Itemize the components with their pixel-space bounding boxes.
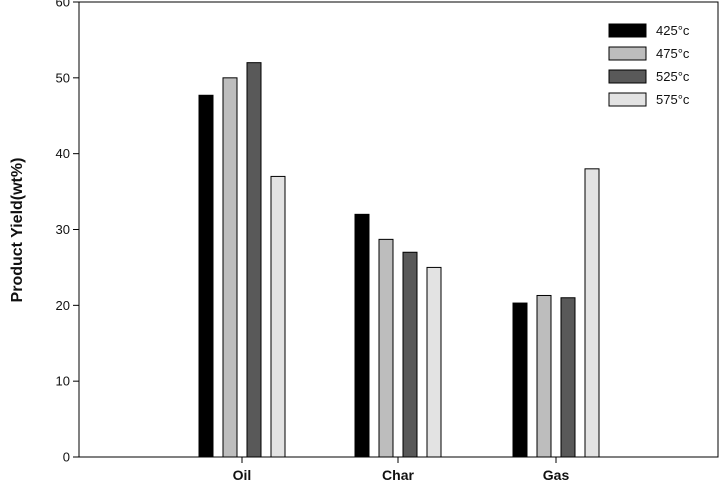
y-axis: 0 10 20 30 40 50 60 [56, 0, 79, 465]
x-category-label: Oil [233, 467, 252, 483]
legend-swatch [608, 23, 647, 38]
legend-label: 525°c [656, 69, 690, 84]
bar [246, 62, 262, 458]
y-tick-label: 10 [56, 374, 70, 389]
bar [198, 94, 214, 458]
legend-label: 425°c [656, 23, 690, 38]
bar [536, 294, 552, 458]
bar [270, 175, 286, 458]
legend-swatch [608, 92, 647, 107]
bar [402, 251, 418, 458]
bar [512, 302, 528, 458]
legend-swatch [608, 46, 647, 61]
legend-label: 575°c [656, 92, 690, 107]
y-tick-label: 0 [63, 450, 70, 465]
y-tick-label: 60 [56, 0, 70, 10]
y-tick-label: 50 [56, 70, 70, 85]
bar [560, 297, 576, 458]
y-axis-label: Product Yield(wt%) [9, 158, 26, 303]
y-tick-label: 20 [56, 298, 70, 313]
bar [354, 213, 370, 458]
bar [584, 168, 600, 458]
bar [426, 266, 442, 458]
bar [378, 238, 394, 458]
x-category-label: Char [382, 467, 414, 483]
y-tick-label: 40 [56, 146, 70, 161]
y-tick-label: 30 [56, 222, 70, 237]
legend: 425°c 475°c 525°c 575°c [608, 23, 690, 107]
bars-group [198, 62, 600, 458]
x-axis: Oil Char Gas [233, 457, 570, 483]
legend-swatch [608, 69, 647, 84]
x-category-label: Gas [543, 467, 570, 483]
legend-label: 475°c [656, 46, 690, 61]
bar [222, 77, 238, 458]
